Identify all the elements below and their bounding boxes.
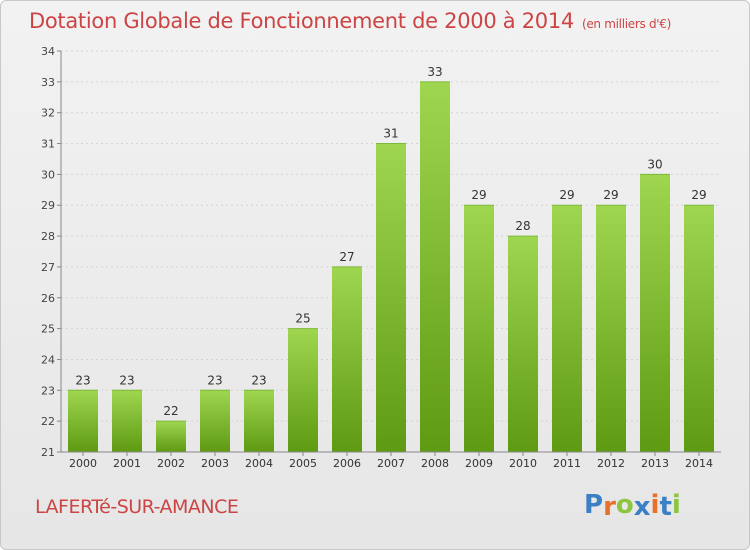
bar-value-label: 22	[163, 404, 178, 418]
x-tick-label: 2004	[245, 457, 273, 470]
x-tick-label: 2009	[465, 457, 493, 470]
bar-value-label: 29	[559, 188, 574, 202]
y-tick-label: 27	[41, 261, 55, 274]
y-tick-label: 23	[41, 384, 55, 397]
y-tick-label: 30	[41, 168, 55, 181]
bar-value-label: 31	[383, 127, 398, 141]
chart-title: Dotation Globale de Fonctionnement de 20…	[29, 9, 671, 33]
bar	[68, 390, 98, 452]
x-tick-label: 2002	[157, 457, 185, 470]
bar-value-label: 29	[691, 188, 706, 202]
bar-value-label: 30	[647, 157, 662, 171]
y-tick-label: 26	[41, 292, 55, 305]
proxiti-logo: Proxiti	[584, 490, 681, 522]
x-tick-label: 2010	[509, 457, 537, 470]
bar-value-label: 28	[515, 219, 530, 233]
commune-name: LAFERTé-SUR-AMANCE	[35, 496, 239, 518]
bar	[464, 205, 494, 452]
bars	[68, 81, 714, 453]
y-tick-label: 24	[41, 353, 55, 366]
y-tick-label: 28	[41, 230, 55, 243]
y-tick-label: 31	[41, 138, 55, 151]
x-tick-label: 2014	[685, 457, 713, 470]
logo-letter: r	[603, 492, 616, 522]
logo-letter: i	[671, 490, 681, 520]
bar	[684, 205, 714, 452]
x-tick-label: 2013	[641, 457, 669, 470]
bar	[420, 81, 450, 452]
title-text: Dotation Globale de Fonctionnement de 20…	[29, 9, 574, 33]
bar-value-label: 23	[207, 373, 222, 387]
bar	[288, 328, 318, 452]
y-tick-label: 34	[41, 45, 55, 58]
y-tick-label: 33	[41, 76, 55, 89]
logo-letter: o	[615, 490, 634, 520]
logo-letter: i	[650, 490, 660, 520]
bar	[244, 390, 274, 452]
y-tick-label: 21	[41, 446, 55, 459]
bar-value-label: 27	[339, 250, 354, 264]
x-tick-label: 2001	[113, 457, 141, 470]
y-tick-label: 32	[41, 107, 55, 120]
bar	[596, 205, 626, 452]
bar	[376, 143, 406, 453]
x-tick-label: 2003	[201, 457, 229, 470]
x-tick-label: 2008	[421, 457, 449, 470]
axes: 21 22 23 24 25 26 27 28 29 30 31 32 33 34	[41, 45, 721, 459]
bar-value-label: 23	[119, 373, 134, 387]
logo-letter: t	[659, 492, 672, 522]
bar	[640, 174, 670, 452]
bar-value-label: 29	[471, 188, 486, 202]
x-tick-label: 2012	[597, 457, 625, 470]
y-tick-label: 22	[41, 415, 55, 428]
x-tick-label: 2000	[69, 457, 97, 470]
bar	[200, 390, 230, 452]
bar-value-label: 25	[295, 312, 310, 326]
bar	[508, 236, 538, 452]
x-tick-label: 2007	[377, 457, 405, 470]
x-tick-label: 2006	[333, 457, 361, 470]
bar	[552, 205, 582, 452]
logo-letter: x	[633, 492, 651, 522]
bar-value-label: 33	[427, 65, 442, 79]
bar	[112, 390, 142, 452]
bar-value-label: 23	[75, 373, 90, 387]
x-tick-label: 2005	[289, 457, 317, 470]
labels: 23 2000 23 2001 22 2002 23 2003 23 2004 25 2005 27 20…	[69, 65, 713, 470]
bar-value-label: 23	[251, 373, 266, 387]
x-tick-label: 2011	[553, 457, 581, 470]
y-tick-label: 25	[41, 323, 55, 336]
unit-note: (en milliers d'€)	[581, 17, 671, 31]
y-tick-label: 29	[41, 199, 55, 212]
bar	[156, 421, 186, 452]
bar-value-label: 29	[603, 188, 618, 202]
bar	[332, 266, 362, 452]
logo-letter: P	[584, 490, 604, 520]
